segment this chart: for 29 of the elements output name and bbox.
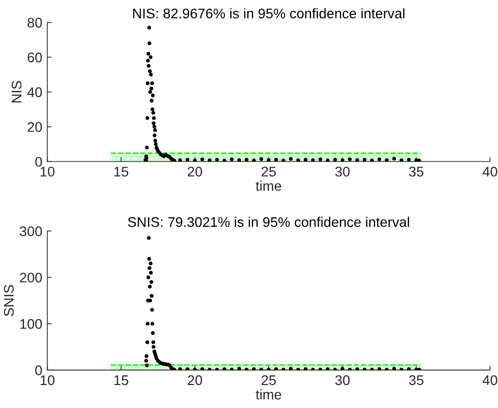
x-tick-label: 30 (335, 166, 350, 177)
y-tick-label: 0 (35, 365, 42, 376)
x-tick-label: 40 (482, 166, 498, 177)
chart-title: SNIS: 79.3021% is in 95% confidence interval (128, 216, 410, 227)
x-tick-label: 20 (188, 166, 202, 177)
x-tick-label: 10 (40, 166, 54, 177)
x-tick-label: 25 (262, 166, 276, 177)
y-tick-label: 100 (20, 319, 42, 329)
x-tick-label: 10 (40, 375, 54, 386)
chart-title: NIS: 82.9676% is in 95% confidence interval (133, 8, 404, 18)
x-tick-label: 15 (114, 375, 128, 386)
y-axis-title: SNIS (4, 284, 14, 316)
y-tick-label: 60 (28, 52, 42, 62)
x-axis-title: time (256, 389, 282, 400)
x-tick-label: 40 (482, 375, 498, 386)
y-tick-label: 80 (28, 18, 42, 28)
x-tick-label: 35 (409, 375, 424, 386)
x-tick-label: 15 (114, 166, 128, 177)
y-axis-title: NIS (12, 81, 22, 102)
y-tick-label: 20 (28, 122, 42, 132)
x-tick-label: 35 (409, 166, 424, 177)
y-tick-label: 0 (35, 156, 42, 167)
y-tick-label: 200 (20, 272, 42, 283)
x-tick-label: 30 (335, 375, 350, 386)
x-axis-title: time (256, 180, 282, 191)
x-tick-label: 20 (188, 375, 202, 386)
y-tick-label: 300 (20, 226, 42, 236)
y-tick-label: 40 (27, 87, 42, 98)
x-tick-label: 25 (262, 375, 276, 386)
